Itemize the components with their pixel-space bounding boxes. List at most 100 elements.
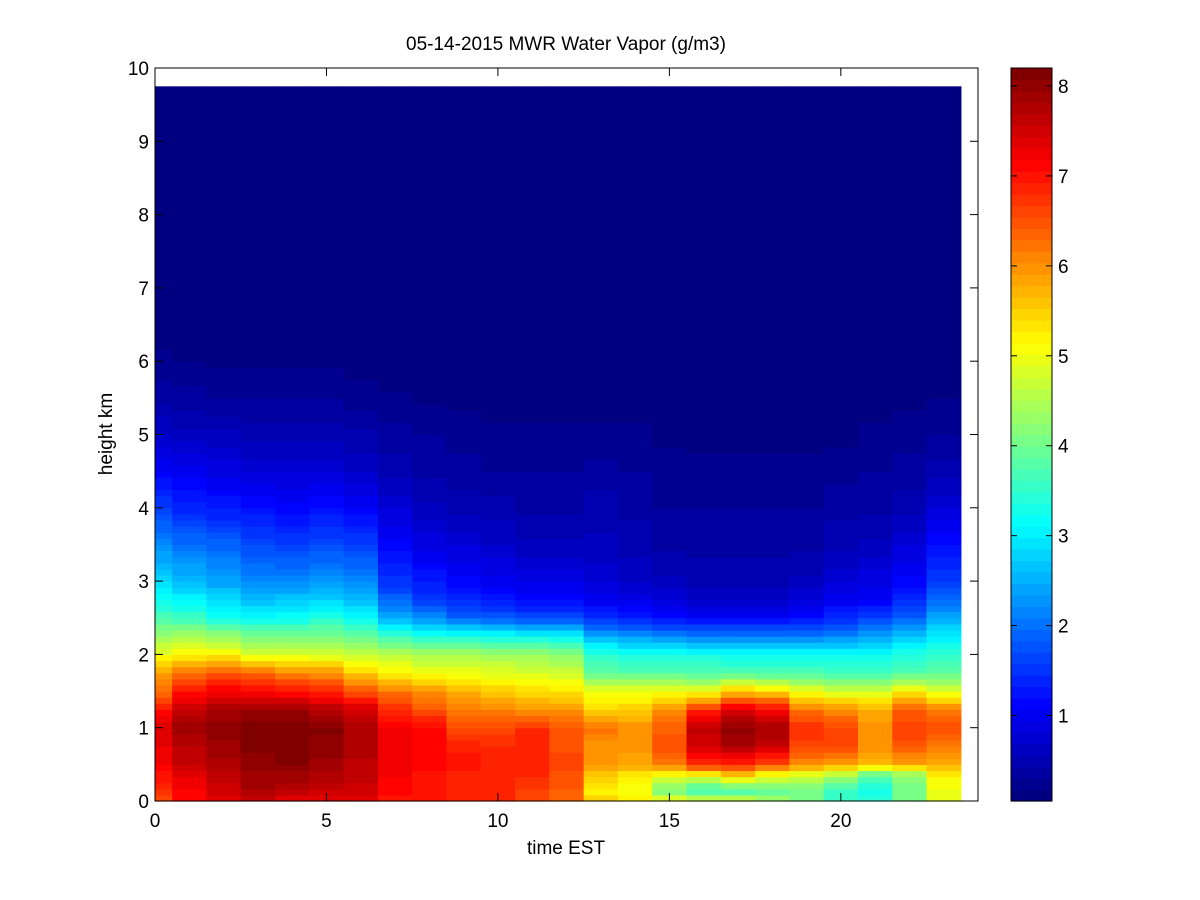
heatmap-cell <box>823 397 859 405</box>
heatmap-cell <box>240 391 276 399</box>
heatmap-cell <box>617 385 653 393</box>
heatmap-cell <box>172 129 208 136</box>
heatmap-cell <box>857 489 893 497</box>
heatmap-cell <box>857 379 893 387</box>
heatmap-cell <box>309 636 345 643</box>
heatmap-cell <box>155 226 173 234</box>
heatmap-cell <box>377 300 413 307</box>
heatmap-cell <box>412 495 448 503</box>
heatmap-cell <box>446 446 482 454</box>
heatmap-cell <box>755 513 790 521</box>
heatmap-cell <box>343 452 379 460</box>
heatmap-cell <box>823 116 859 124</box>
heatmap-cell <box>412 703 448 710</box>
heatmap-cell <box>412 642 448 649</box>
heatmap-cell <box>377 587 413 594</box>
heatmap-cell <box>892 184 928 191</box>
heatmap-cell <box>789 434 825 442</box>
heatmap-cell <box>617 122 653 130</box>
heatmap-cell <box>309 446 345 454</box>
heatmap-cell <box>720 147 756 155</box>
heatmap-cell <box>720 110 756 118</box>
heatmap-cell <box>686 746 722 753</box>
heatmap-cell <box>617 752 653 759</box>
heatmap-cell <box>892 330 928 338</box>
heatmap-cell <box>789 642 825 649</box>
heatmap-cell <box>617 226 653 234</box>
colorbar-level <box>1011 377 1052 390</box>
heatmap-cell <box>377 605 413 613</box>
heatmap-cell <box>686 611 722 619</box>
heatmap-cell <box>857 501 893 509</box>
heatmap-cell <box>857 257 893 265</box>
heatmap-cell <box>446 666 482 674</box>
heatmap-cell <box>172 538 208 546</box>
heatmap-cell <box>549 196 585 203</box>
heatmap-cell <box>240 697 276 704</box>
heatmap-cell <box>206 520 242 527</box>
heatmap-cell <box>583 562 619 570</box>
heatmap-cell <box>275 122 310 130</box>
heatmap-cell <box>412 556 448 564</box>
heatmap-cell <box>720 86 756 94</box>
heatmap-cell <box>155 275 173 283</box>
heatmap-cell <box>155 544 173 552</box>
heatmap-cell <box>155 697 173 704</box>
heatmap-cell <box>823 391 859 399</box>
heatmap-cell <box>617 648 653 655</box>
heatmap-cell <box>309 739 345 747</box>
heatmap-cell <box>720 538 756 546</box>
heatmap-cell <box>686 434 722 442</box>
heatmap-cell <box>583 446 619 454</box>
heatmap-cell <box>240 526 276 533</box>
heatmap-cell <box>480 232 516 240</box>
heatmap-cell <box>823 196 859 203</box>
heatmap-cell <box>275 159 310 167</box>
heatmap-cell <box>755 599 790 607</box>
heatmap-cell <box>206 642 242 649</box>
heatmap-cell <box>789 520 825 527</box>
heatmap-cell <box>343 141 379 149</box>
heatmap-cell <box>446 788 482 796</box>
heatmap-cell <box>172 788 208 796</box>
heatmap-cell <box>926 587 962 594</box>
heatmap-cell <box>377 458 413 466</box>
heatmap-cell <box>155 703 173 710</box>
heatmap-cell <box>343 434 379 442</box>
heatmap-cell <box>515 642 550 649</box>
heatmap-cell <box>446 281 482 289</box>
heatmap-cell <box>823 306 859 313</box>
heatmap-cell <box>446 526 482 533</box>
heatmap-cell <box>755 648 790 655</box>
heatmap-cell <box>343 678 379 686</box>
heatmap-cell <box>155 208 173 216</box>
heatmap-cell <box>549 226 585 234</box>
heatmap-cell <box>240 416 276 423</box>
heatmap-cell <box>480 782 516 790</box>
heatmap-cell <box>515 122 550 130</box>
heatmap-cell <box>275 428 310 436</box>
heatmap-cell <box>240 281 276 289</box>
heatmap-cell <box>155 373 173 381</box>
heatmap-cell <box>892 752 928 759</box>
heatmap-cell <box>206 428 242 436</box>
heatmap-cell <box>583 703 619 710</box>
heatmap-cell <box>926 330 962 338</box>
heatmap-cell <box>155 721 173 729</box>
heatmap-cell <box>617 697 653 704</box>
heatmap-cell <box>549 361 585 368</box>
heatmap-cell <box>926 239 962 246</box>
heatmap-cell <box>583 782 619 790</box>
heatmap-cell <box>823 269 859 277</box>
heatmap-cell <box>823 691 859 698</box>
heatmap-cell <box>343 770 379 778</box>
heatmap-cell <box>446 129 482 136</box>
heatmap-cell <box>686 477 722 484</box>
heatmap-cell <box>857 263 893 271</box>
heatmap-cell <box>480 654 516 662</box>
heatmap-cell <box>892 300 928 307</box>
heatmap-cell <box>446 159 482 167</box>
heatmap-cell <box>309 709 345 717</box>
heatmap-cell <box>617 483 653 491</box>
heatmap-cell <box>892 642 928 649</box>
